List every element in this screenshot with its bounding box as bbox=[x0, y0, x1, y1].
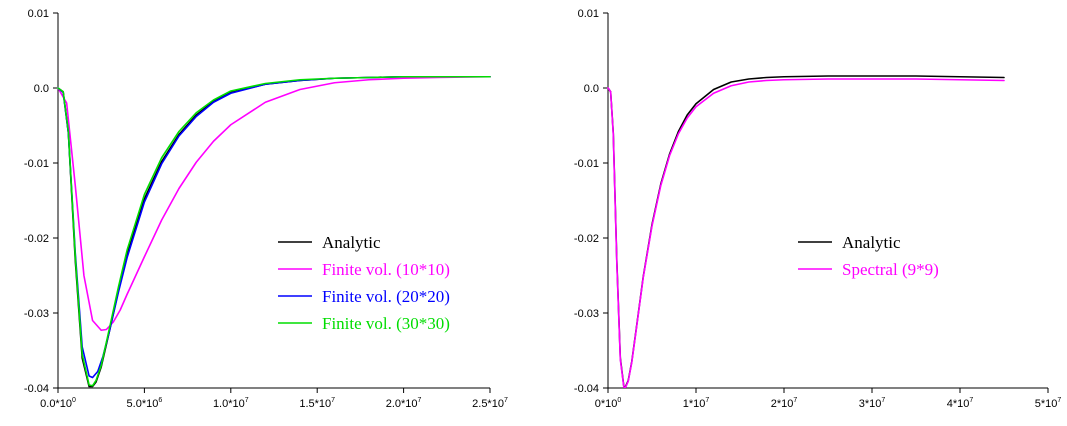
y-tick-label: -0.02 bbox=[574, 233, 599, 245]
x-tick-label: 5.0*106 bbox=[127, 397, 163, 410]
y-tick-label: -0.04 bbox=[24, 383, 49, 395]
y-tick-label: -0.01 bbox=[24, 158, 49, 170]
x-tick-label: 0.0*100 bbox=[40, 397, 76, 410]
x-tick-label: 5*107 bbox=[1035, 397, 1062, 410]
y-tick-label: -0.03 bbox=[574, 308, 599, 320]
series-line-4 bbox=[57, 75, 491, 387]
legend-label: Finite vol. (20*20) bbox=[322, 287, 450, 306]
series-line-2 bbox=[57, 75, 491, 332]
legend: Analytic Finite vol. (10*10) Finite vol. (… bbox=[278, 233, 450, 333]
x-tick-label: 1*107 bbox=[683, 397, 710, 410]
legend-label: Spectral (9*9) bbox=[842, 260, 939, 279]
legend: Analytic Spectral (9*9) bbox=[798, 233, 939, 279]
y-tick-label: -0.01 bbox=[574, 158, 599, 170]
x-tick-label: 0*100 bbox=[595, 397, 622, 410]
y-tick-label: 0.01 bbox=[578, 8, 599, 20]
x-tick-label: 4*107 bbox=[947, 397, 974, 410]
legend-label: Finite vol. (10*10) bbox=[322, 260, 450, 279]
series-line-1 bbox=[57, 75, 491, 388]
y-tick-label: 0.01 bbox=[28, 8, 49, 20]
right-chart-panel: 0.01 0.0 -0.01 -0.02 -0.03 -0.04 0*100 1*107 2*1… bbox=[574, 8, 1061, 410]
legend-label: Analytic bbox=[322, 233, 381, 252]
y-tick-label: 0.0 bbox=[584, 83, 599, 95]
legend-label: Analytic bbox=[842, 233, 901, 252]
y-tick-label: -0.04 bbox=[574, 383, 599, 395]
x-tick-label: 1.0*107 bbox=[213, 397, 249, 410]
y-tick-label: -0.03 bbox=[24, 308, 49, 320]
series-line-1 bbox=[607, 75, 1005, 388]
y-tick-label: -0.02 bbox=[24, 233, 49, 245]
series-line-2 bbox=[607, 78, 1005, 389]
x-tick-label: 2.5*107 bbox=[472, 397, 508, 410]
x-tick-label: 2*107 bbox=[771, 397, 798, 410]
left-chart-panel: 0.01 0.0 -0.01 -0.02 -0.03 -0.04 0.0*100 5.0*10… bbox=[24, 8, 508, 410]
y-tick-label: 0.0 bbox=[34, 83, 49, 95]
x-tick-label: 1.5*107 bbox=[299, 397, 335, 410]
x-tick-label: 3*107 bbox=[859, 397, 886, 410]
legend-label: Finite vol. (30*30) bbox=[322, 314, 450, 333]
x-tick-label: 2.0*107 bbox=[386, 397, 422, 410]
